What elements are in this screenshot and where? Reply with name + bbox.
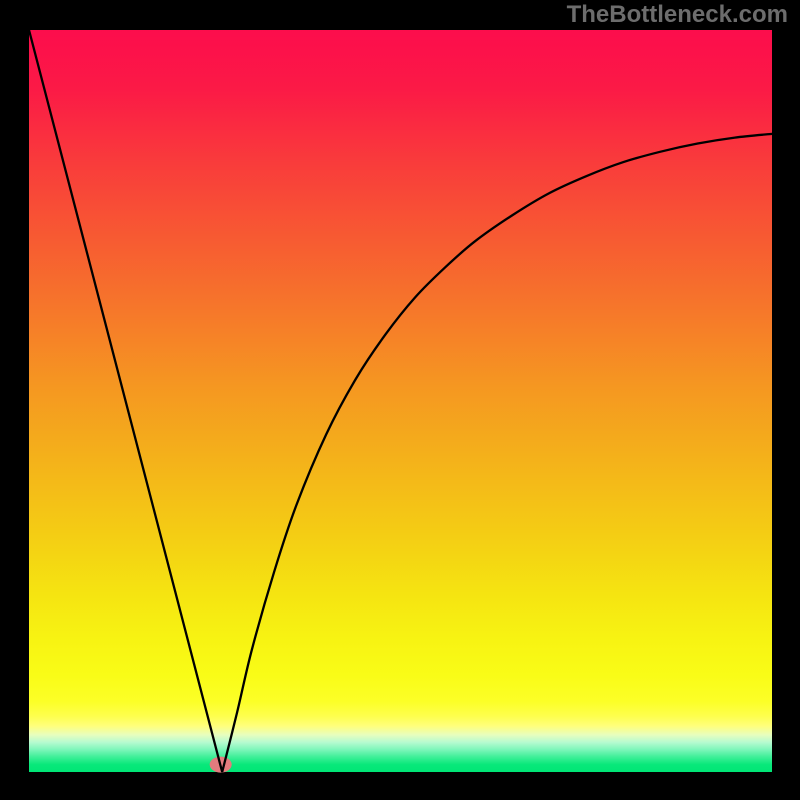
chart-container: TheBottleneck.com <box>0 0 800 800</box>
watermark-text: TheBottleneck.com <box>567 1 788 29</box>
plot-area-svg <box>0 0 800 800</box>
plot-background <box>29 30 772 772</box>
